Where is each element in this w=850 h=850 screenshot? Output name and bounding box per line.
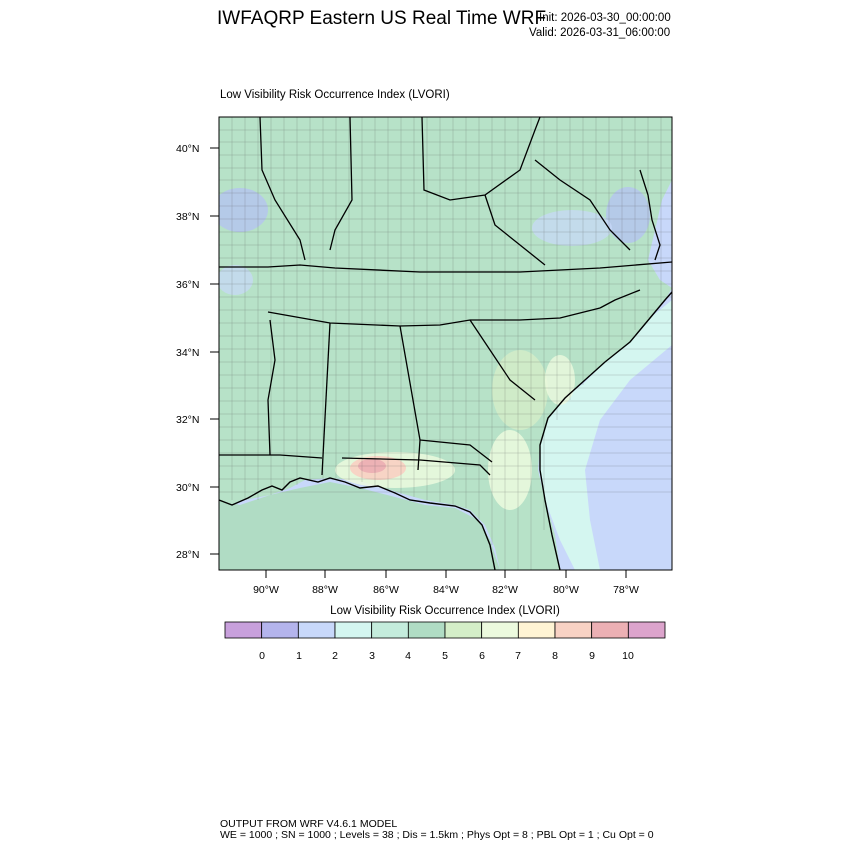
colorbar-swatch [481,621,519,639]
coastline [219,291,672,570]
plot-title: IWFAQRP Eastern US Real Time WRF [217,8,547,29]
lat-ticks [210,147,219,555]
lat-label: 32°N [176,414,199,426]
lon-label: 78°W [613,584,639,596]
colorbar-swatch [297,621,336,639]
colorbar-label: 6 [479,650,485,662]
colorbar [224,621,666,639]
low-index-illinois [219,188,268,232]
colorbar-swatch [261,621,299,639]
colorbar-label: 3 [369,650,375,662]
field-subtitle: Low Visibility Risk Occurrence Index (LV… [220,89,450,101]
init-time: Init: 2026-03-30_00:00:00 [539,12,671,24]
colorbar-swatch [407,621,446,639]
colorbar-label: 2 [332,650,338,662]
lat-labels: 40°N 38°N 36°N 34°N 32°N 30°N 28°N [176,143,199,561]
map-area [219,117,672,570]
colorbar-swatch [517,621,556,639]
lat-label: 40°N [176,143,199,155]
colorbar-label: 7 [515,650,521,662]
colorbar-label: 4 [405,650,411,662]
low-index-virginia [606,187,650,243]
colorbar-swatch [627,621,666,639]
colorbar-swatch [554,621,593,639]
lat-label: 36°N [176,279,199,291]
colorbar-swatch [371,621,409,639]
colorbar-label: 5 [442,650,448,662]
colorbar-swatch [334,621,373,639]
lon-label: 80°W [553,584,579,596]
lat-label: 28°N [176,549,199,561]
atlantic-shelf [540,300,672,570]
colorbar-labels: 0 1 2 3 4 5 6 7 8 9 10 [259,650,634,662]
model-info-line2: WE = 1000 ; SN = 1000 ; Levels = 38 ; Di… [220,829,654,841]
county-lines [219,117,672,570]
lon-ticks [265,570,627,578]
lon-label: 88°W [312,584,338,596]
lon-label: 86°W [373,584,399,596]
colorbar-swatch [224,621,263,639]
low-index-missouri [219,265,253,295]
state-borders [219,117,672,476]
colorbar-label: 10 [622,650,634,662]
elevated-index-georgia [492,350,548,430]
lon-label: 84°W [433,584,459,596]
colorbar-label: 1 [296,650,302,662]
elevated-index-carolina [545,355,575,405]
model-info-line1: OUTPUT FROM WRF V4.6.1 MODEL [220,818,398,830]
lat-label: 38°N [176,211,199,223]
colorbar-title: Low Visibility Risk Occurrence Index (LV… [330,605,560,617]
colorbar-label: 8 [552,650,558,662]
lon-label: 82°W [492,584,518,596]
elevated-index-florida [488,430,532,510]
lon-labels: 90°W 88°W 86°W 84°W 82°W 80°W 78°W [253,584,639,596]
lon-label: 90°W [253,584,279,596]
colorbar-label: 0 [259,650,265,662]
lat-label: 30°N [176,482,199,494]
gulf-of-mexico [219,482,500,570]
colorbar-swatch [444,621,483,639]
colorbar-swatch [591,621,629,639]
lat-label: 34°N [176,347,199,359]
colorbar-label: 9 [589,650,595,662]
chesapeake-bay [639,169,661,261]
valid-time: Valid: 2026-03-31_06:00:00 [529,27,671,39]
